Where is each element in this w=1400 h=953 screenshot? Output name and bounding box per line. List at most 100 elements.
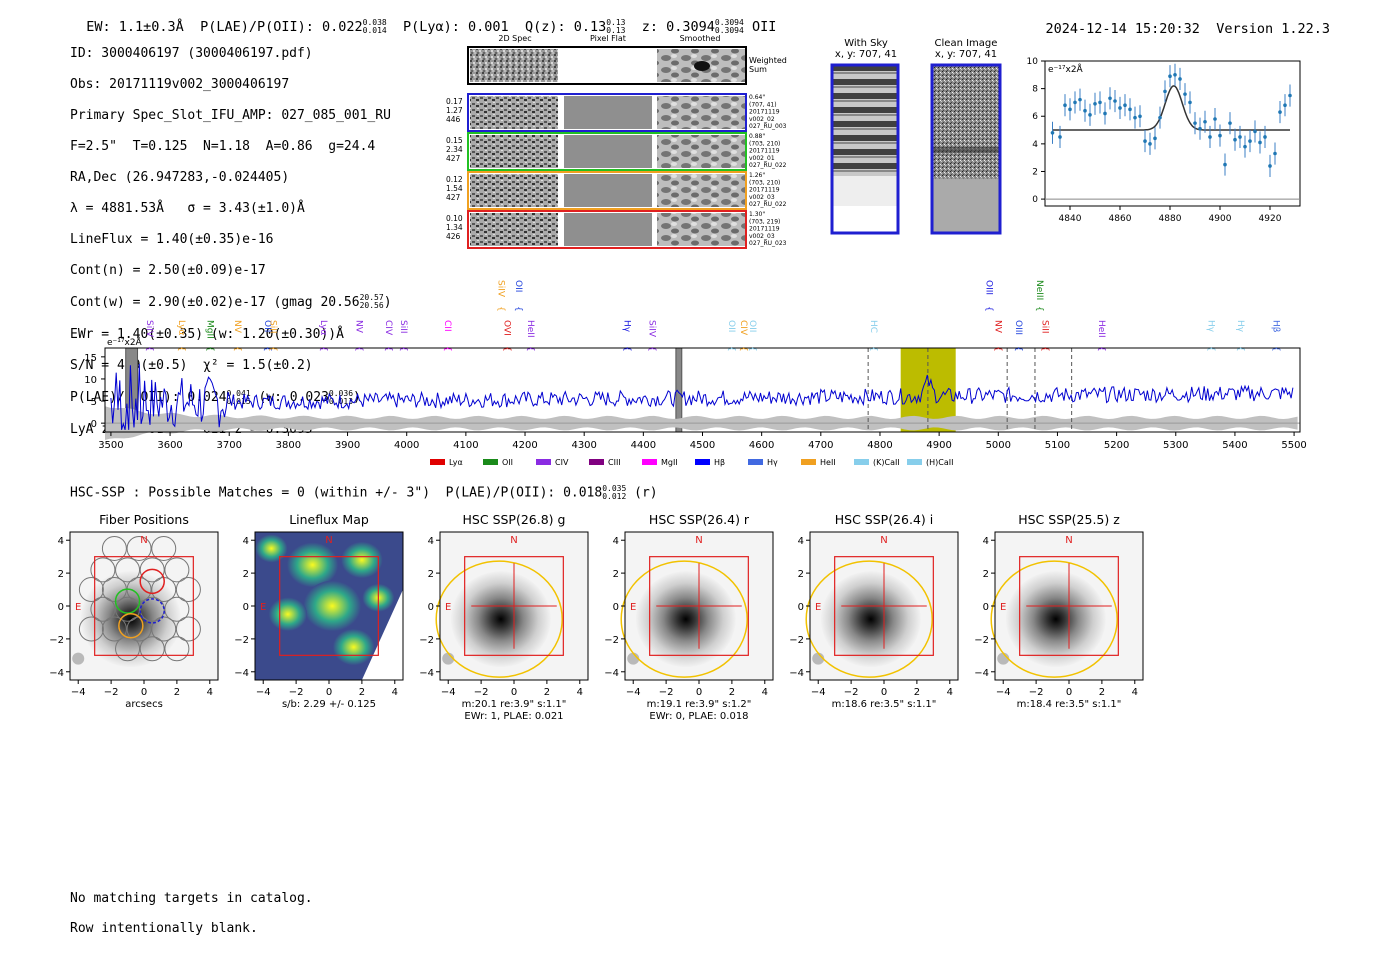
hsc-ytick-label-4-0: −4 — [789, 668, 804, 679]
zoom-point-37 — [1238, 135, 1242, 139]
info-plae-w: (w: 0.023 — [258, 390, 329, 405]
zoom-point-18 — [1143, 139, 1147, 143]
fiber-7 — [78, 577, 104, 603]
cutout-right-3-1: (703, 219) — [749, 218, 780, 225]
hsc-xtick-label-4-4: 4 — [947, 687, 953, 698]
spec-line-label-brace-15: { — [726, 346, 736, 352]
zoom-point-25 — [1178, 77, 1182, 81]
cutout-smoothed-0 — [657, 96, 745, 129]
fiber-3 — [90, 557, 116, 583]
spec-line-label-brace-19: { — [992, 346, 1002, 352]
cutout-left-2-1: 1.54 — [446, 184, 463, 193]
cutout-right-1-0: 0.88" — [749, 133, 765, 140]
spec-legend-swatch-1 — [483, 459, 498, 465]
spec-legend-label-9: (H)CaII — [926, 458, 953, 467]
fiber-22 — [139, 636, 165, 662]
hsc-ytick-label-5-1: −2 — [974, 635, 989, 646]
hsc-xtick-label-3-4: 4 — [762, 687, 768, 698]
info-params: F=2.5" T=0.125 N=1.18 A=0.86 g=24.4 — [70, 138, 376, 154]
spec-line-label-brace-7: { — [353, 346, 363, 352]
spec-legend-label-3: CIII — [608, 458, 621, 467]
hsc-north-1: N — [325, 535, 332, 546]
spec-line-label-9: SiII — [398, 320, 408, 334]
spec-line-label-brace-10: { — [442, 346, 452, 352]
cutout-right-2-1: (703, 210) — [749, 179, 780, 186]
hsc-ytick-label-4-1: −2 — [789, 635, 804, 646]
zoom-ytick-label-3: 6 — [1032, 112, 1038, 122]
hsc-xtick-label-3-1: −2 — [659, 687, 674, 698]
spec-xtick-label-19: 5400 — [1222, 440, 1247, 451]
hsc-summary-band: (r) — [634, 485, 658, 501]
spec-xtick-label-14: 4900 — [926, 440, 951, 451]
hsc-ytick-label-2-1: −2 — [419, 635, 434, 646]
zoom-point-47 — [1288, 93, 1292, 98]
fiber-6 — [164, 557, 190, 583]
info-plae-hi: 0.041 — [226, 388, 251, 398]
col-2dspec: 2D Spec — [498, 34, 531, 43]
hsc-xtick-label-5-1: −2 — [1029, 687, 1044, 698]
spec-line-label-brace-0: { — [144, 346, 154, 352]
qz-hi: 0.13 — [606, 18, 626, 27]
hsc-panel-title-2: HSC SSP(26.8) g — [463, 512, 566, 527]
spec-line-label-19: NV — [992, 320, 1002, 334]
lineflux-blob-1 — [303, 580, 362, 632]
hsc-xtick-label-5-2: 0 — [1066, 687, 1072, 698]
hsc-xtick-label-1-3: 2 — [359, 687, 365, 698]
zoom-point-2 — [1063, 103, 1067, 107]
spec-line-label-22: HeII — [1096, 320, 1106, 338]
spec-legend-label-4: MgII — [661, 458, 678, 467]
fiber-2 — [151, 535, 177, 561]
spec-line-label-brace-20: { — [1013, 346, 1023, 352]
clean-trace — [933, 147, 999, 153]
spec-line-label-brace-23: { — [1205, 346, 1215, 352]
hsc-north-5: N — [1065, 535, 1072, 546]
zoom-point-43 — [1268, 164, 1272, 168]
hsc-xtick-label-5-3: 2 — [1099, 687, 1105, 698]
spec-flux — [110, 363, 1294, 430]
fiber-0 — [101, 535, 127, 561]
zoom-unit-label: e⁻¹⁷x2Å — [1048, 63, 1084, 75]
spec-line-label-brace-3: { — [232, 346, 242, 352]
plae-lo: 0.014 — [362, 26, 387, 35]
spec-line-label-brace-25: { — [1270, 346, 1280, 352]
footer-line-1: No matching targets in catalog. — [70, 891, 313, 906]
weighted-source — [694, 61, 710, 71]
zoom-point-1 — [1058, 135, 1062, 139]
zoom-point-20 — [1153, 136, 1157, 141]
spec-line-label-high-brace-2: { — [984, 306, 994, 312]
spec-line-label-brace-11: { — [501, 346, 511, 352]
zoom-point-27 — [1188, 100, 1192, 105]
clean-xy: x, y: 707, 41 — [934, 49, 998, 60]
zoom-point-17 — [1138, 114, 1142, 119]
zoom-point-22 — [1163, 89, 1167, 94]
cutout-right-3-0: 1.30" — [749, 211, 765, 218]
cutout-left-0-1: 1.27 — [446, 106, 463, 115]
cutout-right-0-0: 0.64" — [749, 94, 765, 101]
zoom-point-33 — [1218, 133, 1222, 138]
zoom-point-16 — [1133, 115, 1137, 120]
zoom-point-38 — [1243, 144, 1247, 149]
footer: No matching targets in catalog. Row inte… — [70, 876, 313, 951]
hsc-east-0: E — [75, 602, 81, 613]
hsc-caption2-3: EWr: 0, PLAE: 0.018 — [649, 711, 748, 722]
cutout-left-3-2: 426 — [446, 232, 461, 241]
cutout-left-0-0: 0.17 — [446, 97, 463, 106]
fiber-17 — [101, 616, 127, 642]
cutout-flat-3 — [564, 213, 652, 246]
hsc-xtick-label-5-4: 4 — [1132, 687, 1138, 698]
hsc-caption-5: m:18.4 re:3.5" s:1.1" — [1017, 699, 1122, 710]
weighted-label-1: Weighted — [749, 56, 787, 65]
fiber-11 — [175, 577, 201, 603]
zoom-point-15 — [1128, 107, 1132, 112]
zoom-point-8 — [1093, 102, 1097, 106]
hsc-xtick-label-2-3: 2 — [544, 687, 550, 698]
spec-line-label-high-1: OII — [513, 280, 523, 292]
info-contn: Cont(n) = 2.50(±0.09)e-17 — [70, 262, 266, 278]
hsc-summary-text: HSC-SSP : Possible Matches = 0 (within +… — [70, 485, 603, 501]
fiber-16 — [78, 616, 104, 642]
fiber-12 — [90, 596, 116, 622]
zoom-xtick-label-1: 4860 — [1109, 214, 1132, 224]
spec-line-label-brace-22: { — [1096, 346, 1106, 352]
hsc-panels: Fiber Positions N E −4 −4 −2 −2 0 0 2 2 4 4 arcsecs Li… — [50, 512, 1144, 722]
spec-line-label-high-0: SiIV — [495, 280, 505, 298]
